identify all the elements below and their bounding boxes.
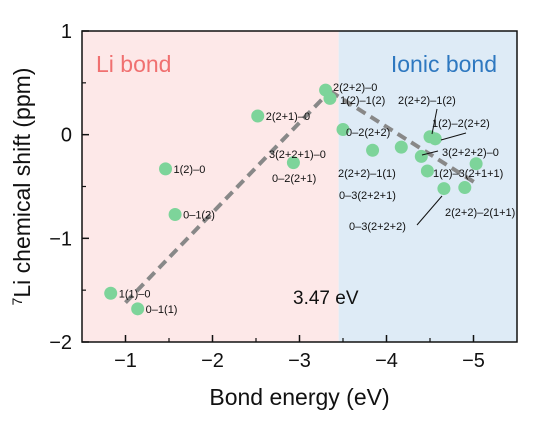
point-label: 1(2)–3(2+1+1) xyxy=(433,168,503,180)
point-label: 1(2)–2(2+2) xyxy=(432,118,490,130)
point-label: 0–1(2) xyxy=(183,209,215,221)
point-label: 0–2(2+2) xyxy=(346,127,390,139)
y-tick-label: 1 xyxy=(61,21,72,43)
trend-line xyxy=(328,89,479,187)
y-axis-title-superscript: 7 xyxy=(9,297,25,305)
point-labels: 1(1)–0 0–1(1) 1(2)–0 0–1(2) 2(2+1)–0 0–2(2+1)… xyxy=(119,82,516,316)
label-leader-line xyxy=(416,195,443,226)
data-point xyxy=(286,156,300,170)
label-leader-line xyxy=(431,108,438,135)
trend-lines xyxy=(124,89,479,304)
point-label: 0–3(2+2+1) xyxy=(339,190,396,202)
data-point xyxy=(394,140,408,154)
point-label: 2(2+2)–1(2) xyxy=(398,95,456,107)
axis-ticks: −1 −2 −3 −4 −5 −2 −1 0 1 xyxy=(49,21,485,372)
bond-regions: Li bond Ionic bond xyxy=(82,31,517,342)
data-point xyxy=(414,149,428,163)
region-label-ionic-bond: Ionic bond xyxy=(391,51,497,77)
point-label: 2(2+2)–0 xyxy=(333,82,377,94)
point-label: 0–1(1) xyxy=(146,304,178,316)
x-tick-label: −2 xyxy=(201,350,224,372)
region-ionic-bond xyxy=(338,31,517,342)
data-point xyxy=(104,286,118,300)
data-point xyxy=(159,162,173,176)
data-point xyxy=(366,143,380,157)
y-axis-title-text: Li chemical shift (ppm) xyxy=(9,68,35,298)
data-point xyxy=(437,182,451,196)
y-tick-label: 0 xyxy=(61,125,72,147)
point-label: 1(2)–1(2) xyxy=(340,95,385,107)
label-leader-line xyxy=(440,132,467,141)
point-label: 2(2+2)–2(1+1) xyxy=(445,207,515,219)
data-points xyxy=(104,83,483,316)
x-axis-title: Bond energy (eV) xyxy=(209,384,389,410)
data-point xyxy=(420,164,434,178)
data-point xyxy=(428,132,442,146)
point-label: 2(2+1)–0 xyxy=(266,111,310,123)
data-point xyxy=(336,122,350,136)
trend-line xyxy=(124,89,332,304)
data-point xyxy=(458,181,472,195)
point-label: 0–2(2+1) xyxy=(272,173,316,185)
data-point xyxy=(323,91,337,105)
point-label: 3(2+2+1)–0 xyxy=(269,149,326,161)
point-label: 1(2)–0 xyxy=(174,164,206,176)
point-label: 3(2+2+2)–0 xyxy=(442,147,499,159)
y-tick-label: −1 xyxy=(49,228,72,250)
energy-annotation: 3.47 eV xyxy=(293,288,359,309)
x-tick-label: −5 xyxy=(462,350,485,372)
y-axis-title: 7Li chemical shift (ppm) xyxy=(9,68,35,306)
region-li-bond xyxy=(82,31,339,342)
y-tick-label: −2 xyxy=(49,332,72,354)
point-label: 0–3(2+2+2) xyxy=(349,221,406,233)
label-leader-line xyxy=(421,150,439,156)
x-tick-label: −3 xyxy=(288,350,311,372)
data-point xyxy=(469,157,483,171)
data-point xyxy=(168,207,182,221)
data-point xyxy=(131,302,145,316)
x-tick-label: −4 xyxy=(375,350,398,372)
point-label: 1(1)–0 xyxy=(119,288,151,300)
data-point xyxy=(251,109,265,123)
point-label: 2(2+2)–1(1) xyxy=(338,168,396,180)
x-tick-label: −1 xyxy=(114,350,137,372)
region-label-li-bond: Li bond xyxy=(96,51,171,77)
